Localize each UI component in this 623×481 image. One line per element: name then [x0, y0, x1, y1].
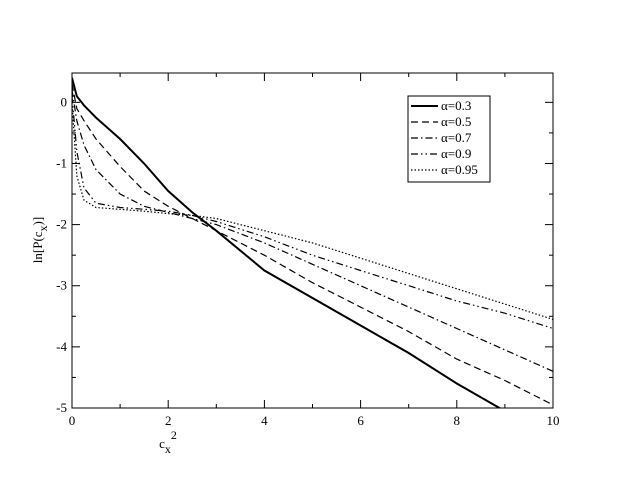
series-line	[72, 90, 553, 372]
legend-label: α=0.3	[441, 98, 471, 113]
y-tick-label: 0	[61, 94, 68, 109]
series-line	[72, 83, 553, 406]
x-tick-label: 10	[547, 413, 560, 428]
x-label-sup: 2	[171, 428, 177, 442]
series-line	[72, 102, 553, 320]
x-tick-label: 0	[69, 413, 76, 428]
y-label-main: ln[P(c	[30, 231, 45, 263]
y-label-end: )]	[30, 217, 45, 226]
y-tick-label: -1	[56, 155, 67, 170]
legend-label: α=0.7	[441, 130, 472, 145]
legend-box	[407, 95, 491, 183]
x-tick-label: 6	[357, 413, 364, 428]
x-tick-label: 4	[261, 413, 268, 428]
legend-label: α=0.5	[441, 114, 471, 129]
y-tick-label: -3	[56, 278, 67, 293]
x-label-main: c	[159, 436, 165, 451]
x-axis-label: cx2	[159, 428, 177, 456]
series-line	[72, 96, 553, 330]
y-axis-label: ln[P(cx)]	[30, 217, 50, 263]
y-tick-label: -4	[56, 339, 67, 354]
legend-label: α=0.95	[441, 162, 478, 177]
x-tick-label: 8	[454, 413, 461, 428]
legend-label: α=0.9	[441, 146, 471, 161]
y-label-sub: x	[36, 225, 50, 231]
y-tick-label: -2	[56, 217, 67, 232]
y-tick-label: -5	[56, 400, 67, 415]
x-tick-label: 2	[165, 413, 172, 428]
plot-lines	[72, 77, 553, 408]
x-label-sub: x	[165, 442, 171, 456]
